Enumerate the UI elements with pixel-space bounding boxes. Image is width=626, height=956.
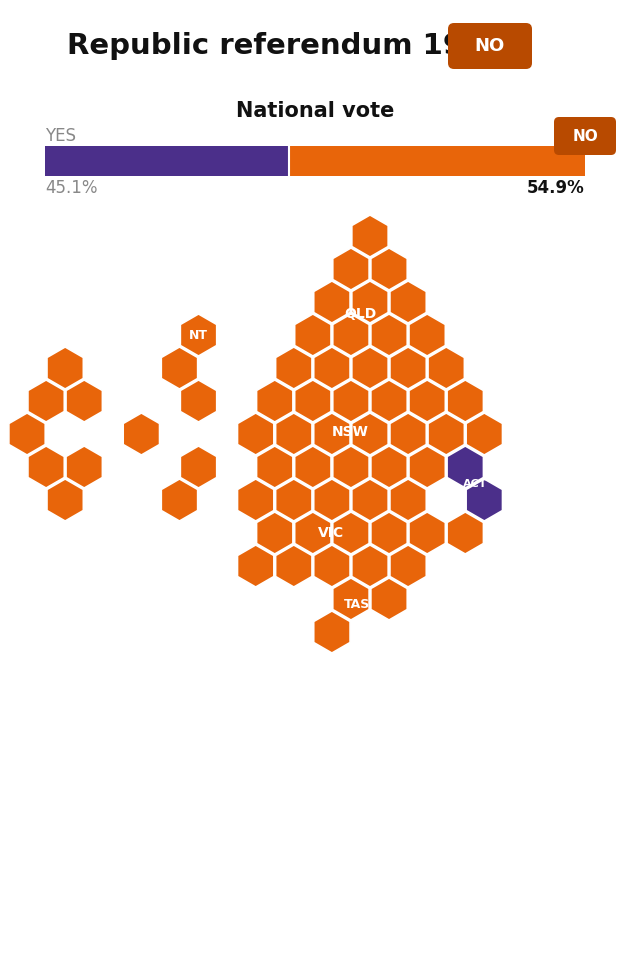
Text: NSW: NSW: [331, 425, 368, 439]
Text: WA: WA: [48, 427, 71, 441]
FancyBboxPatch shape: [554, 117, 616, 155]
Polygon shape: [237, 479, 274, 521]
Polygon shape: [180, 380, 217, 422]
Polygon shape: [295, 314, 331, 356]
Polygon shape: [314, 281, 350, 323]
Polygon shape: [162, 347, 198, 389]
Polygon shape: [237, 413, 274, 455]
Polygon shape: [352, 215, 388, 257]
Polygon shape: [257, 512, 293, 554]
FancyBboxPatch shape: [45, 146, 289, 176]
Polygon shape: [28, 446, 64, 488]
Text: ACT: ACT: [463, 479, 487, 489]
Polygon shape: [9, 413, 45, 455]
Polygon shape: [333, 578, 369, 620]
Polygon shape: [352, 413, 388, 455]
Polygon shape: [371, 446, 408, 488]
Polygon shape: [295, 380, 331, 422]
Text: 54.9%: 54.9%: [527, 179, 585, 197]
Polygon shape: [409, 314, 445, 356]
Polygon shape: [371, 248, 408, 290]
Text: YES: YES: [45, 127, 76, 145]
Polygon shape: [371, 512, 408, 554]
Polygon shape: [333, 314, 369, 356]
Polygon shape: [257, 446, 293, 488]
Polygon shape: [390, 347, 426, 389]
Polygon shape: [275, 479, 312, 521]
Polygon shape: [371, 578, 408, 620]
Polygon shape: [180, 314, 217, 356]
Polygon shape: [466, 413, 503, 455]
Polygon shape: [257, 380, 293, 422]
Polygon shape: [447, 380, 483, 422]
Polygon shape: [47, 479, 83, 521]
Polygon shape: [333, 248, 369, 290]
Polygon shape: [447, 446, 483, 488]
Polygon shape: [428, 413, 464, 455]
Polygon shape: [409, 446, 445, 488]
Polygon shape: [447, 512, 483, 554]
Polygon shape: [180, 446, 217, 488]
Text: VIC: VIC: [318, 526, 344, 540]
Polygon shape: [295, 446, 331, 488]
Text: NO: NO: [475, 37, 505, 55]
Text: TAS: TAS: [344, 598, 371, 612]
Polygon shape: [333, 380, 369, 422]
Polygon shape: [314, 611, 350, 653]
Polygon shape: [237, 545, 274, 587]
Text: QLD: QLD: [344, 307, 376, 321]
Polygon shape: [275, 347, 312, 389]
Text: National vote: National vote: [236, 101, 394, 121]
Polygon shape: [295, 512, 331, 554]
Polygon shape: [409, 512, 445, 554]
Text: NO: NO: [572, 128, 598, 143]
Polygon shape: [352, 545, 388, 587]
Polygon shape: [333, 512, 369, 554]
Polygon shape: [66, 380, 103, 422]
Text: SA: SA: [175, 427, 194, 441]
FancyBboxPatch shape: [289, 146, 585, 176]
Polygon shape: [428, 347, 464, 389]
Text: NT: NT: [189, 329, 208, 341]
Polygon shape: [123, 413, 160, 455]
Polygon shape: [162, 479, 198, 521]
Polygon shape: [352, 347, 388, 389]
Polygon shape: [466, 479, 503, 521]
Polygon shape: [333, 446, 369, 488]
FancyBboxPatch shape: [448, 23, 532, 69]
Polygon shape: [275, 413, 312, 455]
Polygon shape: [314, 347, 350, 389]
Polygon shape: [390, 479, 426, 521]
Polygon shape: [314, 479, 350, 521]
Polygon shape: [314, 413, 350, 455]
Polygon shape: [28, 380, 64, 422]
Text: 45.1%: 45.1%: [45, 179, 98, 197]
Polygon shape: [390, 545, 426, 587]
Polygon shape: [66, 446, 103, 488]
Polygon shape: [390, 413, 426, 455]
Text: Republic referendum 1999: Republic referendum 1999: [67, 32, 503, 60]
Polygon shape: [275, 545, 312, 587]
Polygon shape: [314, 545, 350, 587]
Polygon shape: [352, 281, 388, 323]
Polygon shape: [371, 380, 408, 422]
Polygon shape: [47, 347, 83, 389]
Polygon shape: [390, 281, 426, 323]
Polygon shape: [352, 479, 388, 521]
Polygon shape: [409, 380, 445, 422]
Polygon shape: [371, 314, 408, 356]
